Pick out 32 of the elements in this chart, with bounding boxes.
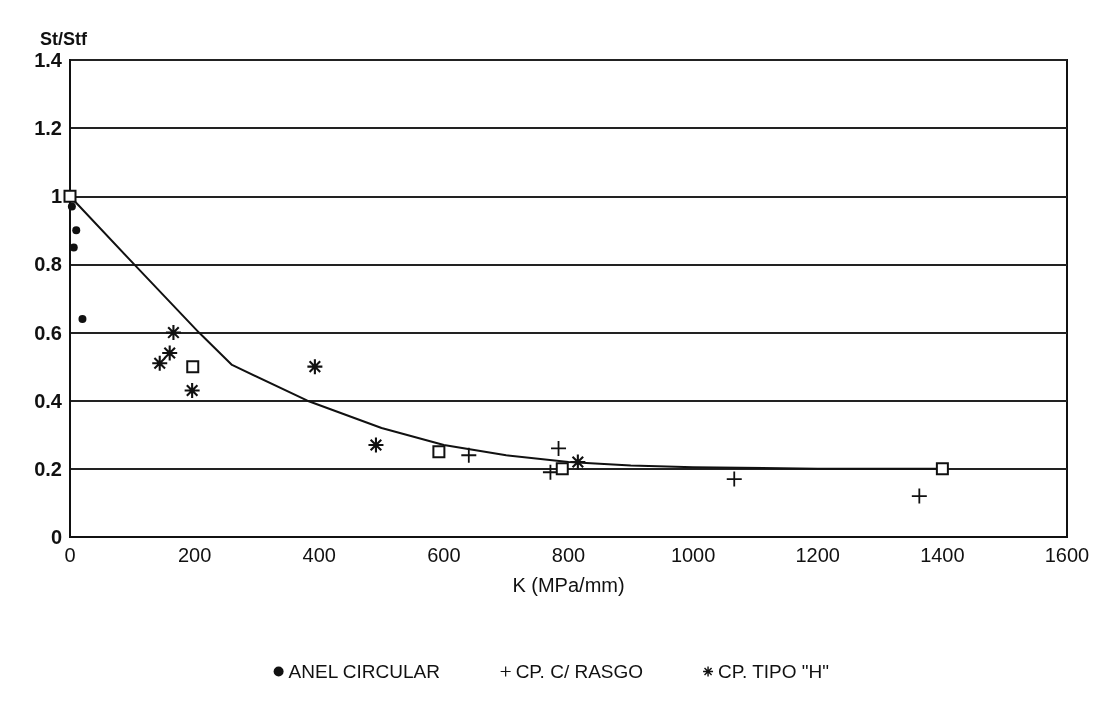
point (461, 447, 477, 463)
x-tick-label: 600 (427, 544, 461, 566)
y-tick-label: 0.2 (34, 457, 62, 480)
legend-label: CP. C/ RASGO (515, 661, 644, 682)
y-tick-label: 1.4 (34, 49, 63, 71)
point (726, 471, 742, 487)
point (67, 202, 76, 211)
point (935, 462, 949, 476)
point (72, 226, 81, 235)
y-tick-label: 1.2 (34, 117, 62, 140)
y-tick-label: 0.4 (34, 389, 63, 412)
legend-label: ANEL CIRCULAR (288, 661, 440, 682)
x-tick-label: 1200 (795, 544, 840, 566)
x-tick-label: 200 (177, 544, 212, 566)
x-tick-label: 1000 (670, 544, 716, 566)
point (432, 445, 446, 459)
y-tick-label: 0.6 (34, 321, 62, 344)
x-tick-label: 800 (551, 544, 586, 566)
y-tick-label: 0 (50, 526, 62, 548)
point (186, 360, 200, 374)
point (555, 462, 569, 476)
y-tick-label: 0.8 (34, 253, 62, 276)
point (911, 488, 927, 504)
y-axis-title: St/Stf (40, 29, 88, 49)
y-tick-label: 1 (50, 185, 62, 208)
legend-label: CP. TIPO "H" (718, 661, 830, 682)
x-tick-label: 1600 (1044, 544, 1090, 566)
x-tick-label: 1400 (920, 544, 965, 566)
point (63, 189, 77, 203)
x-axis-title: K (MPa/mm) (512, 574, 625, 596)
x-tick-label: 400 (302, 544, 336, 566)
point (78, 314, 87, 323)
